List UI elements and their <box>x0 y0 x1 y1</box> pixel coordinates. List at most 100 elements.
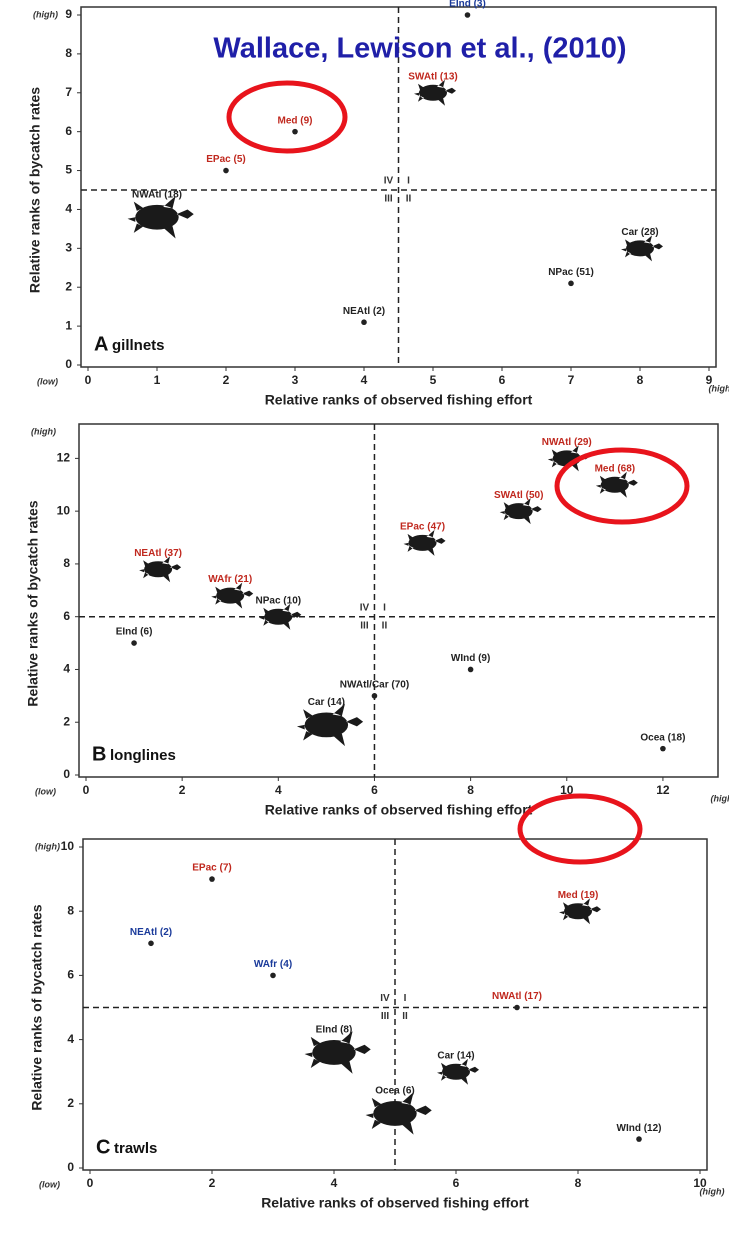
point-label: SWAtl (50) <box>494 490 543 501</box>
highlight-circle <box>517 793 643 865</box>
x-tick-label: 4 <box>361 373 368 387</box>
point-label: WAfr (4) <box>254 959 292 970</box>
x-tick-label: 4 <box>331 1176 338 1190</box>
panel-label: gillnets <box>112 337 165 354</box>
x-tick-label: 0 <box>85 373 92 387</box>
turtle-point <box>403 529 446 556</box>
point-label: EInd (3) <box>449 0 486 10</box>
point <box>209 876 215 882</box>
point-label: WInd (12) <box>617 1123 662 1134</box>
point-label: EInd (6) <box>116 627 153 638</box>
y-tick-label: 2 <box>63 714 70 728</box>
x-tick-label: 6 <box>499 373 506 387</box>
point <box>270 972 276 979</box>
point <box>131 640 137 646</box>
point-label: Med (9) <box>278 115 313 126</box>
x-tick-label: 6 <box>371 783 378 797</box>
point-label: NPac (10) <box>256 595 302 606</box>
point <box>223 167 229 174</box>
quadrant-label: I <box>404 993 407 1004</box>
quadrant-label: I <box>407 176 410 187</box>
panel-letter: C <box>96 1136 110 1158</box>
point <box>568 280 574 287</box>
quadrant-label: I <box>383 602 386 613</box>
quadrant-label: IV <box>360 602 370 613</box>
point-label: SWAtl (13) <box>408 71 457 82</box>
quadrant-label: II <box>402 1011 408 1022</box>
point-label: NEAtl (37) <box>134 548 182 559</box>
turtle-point <box>211 582 254 609</box>
y-tick-label: 10 <box>61 839 75 853</box>
y-tick-label: 2 <box>67 1096 74 1110</box>
point-label: WInd (9) <box>451 653 490 664</box>
turtle-point <box>499 498 542 525</box>
x-tick-label: 8 <box>637 373 644 387</box>
panel-label: trawls <box>114 1140 157 1157</box>
point-label: NEAtl (2) <box>130 927 172 938</box>
turtle-point <box>365 1092 432 1135</box>
x-tick-label: 2 <box>223 373 230 387</box>
turtle-point <box>259 603 302 630</box>
panel-letter: B <box>92 743 106 765</box>
turtle-point <box>437 1058 479 1085</box>
turtle-point <box>595 471 638 498</box>
y-tick-label: 4 <box>65 202 72 216</box>
quadrant-label: IV <box>380 993 390 1004</box>
x-tick-label: 3 <box>292 373 299 387</box>
quadrant-label: III <box>360 620 369 631</box>
panel-label: longlines <box>110 747 176 764</box>
turtle-point <box>621 235 663 262</box>
point-label: NWAtl (29) <box>542 437 592 448</box>
turtle-point <box>559 898 601 925</box>
turtle-point <box>139 556 182 583</box>
point-label: Ocea (6) <box>375 1085 414 1096</box>
point-label: NWAtl/Car (70) <box>340 679 409 690</box>
quadrant-label: II <box>406 194 412 205</box>
y-high-label: (high) <box>35 841 60 851</box>
y-high-label: (high) <box>31 426 56 436</box>
highlight-circle <box>554 447 690 525</box>
x-axis-label: Relative ranks of observed fishing effor… <box>265 802 533 818</box>
x-tick-label: 9 <box>706 373 713 387</box>
y-tick-label: 8 <box>63 556 70 570</box>
y-axis-label: Relative ranks of bycatch rates <box>27 87 43 293</box>
y-tick-label: 10 <box>57 503 71 517</box>
point <box>660 745 666 752</box>
turtle-point <box>414 79 456 106</box>
point <box>467 666 474 673</box>
y-tick-label: 0 <box>67 1160 74 1174</box>
y-tick-label: 6 <box>67 968 74 982</box>
y-low-label: (low) <box>35 786 56 796</box>
quadrant-label: IV <box>384 176 394 187</box>
point-label: EInd (8) <box>316 1024 353 1035</box>
point-label: WAfr (21) <box>208 574 252 585</box>
y-tick-label: 8 <box>65 46 72 60</box>
y-tick-label: 4 <box>67 1032 74 1046</box>
point-label: NWAtl (17) <box>492 991 542 1002</box>
turtle-point <box>304 1031 371 1074</box>
point-label: Ocea (18) <box>640 732 685 743</box>
x-high-label: (high) <box>709 383 729 393</box>
y-tick-label: 12 <box>57 451 71 465</box>
x-tick-label: 4 <box>275 783 282 797</box>
y-tick-label: 1 <box>65 318 72 332</box>
y-tick-label: 8 <box>67 903 74 917</box>
plot-frame <box>78 423 719 778</box>
point <box>292 128 298 135</box>
y-tick-label: 0 <box>63 767 70 781</box>
y-high-label: (high) <box>33 9 58 19</box>
highlight-circle <box>226 80 348 154</box>
y-tick-label: 3 <box>65 241 72 255</box>
y-tick-label: 5 <box>65 163 72 177</box>
point <box>514 1004 520 1011</box>
quadrant-label: III <box>381 1011 390 1022</box>
x-tick-label: 8 <box>575 1176 582 1190</box>
point-label: Med (68) <box>595 463 636 474</box>
x-tick-label: 10 <box>560 783 574 797</box>
point-label: EPac (5) <box>206 154 245 165</box>
x-tick-label: 8 <box>467 783 474 797</box>
x-tick-label: 0 <box>83 783 90 797</box>
y-axis-label: Relative ranks of bycatch rates <box>29 904 45 1110</box>
x-tick-label: 1 <box>154 373 161 387</box>
